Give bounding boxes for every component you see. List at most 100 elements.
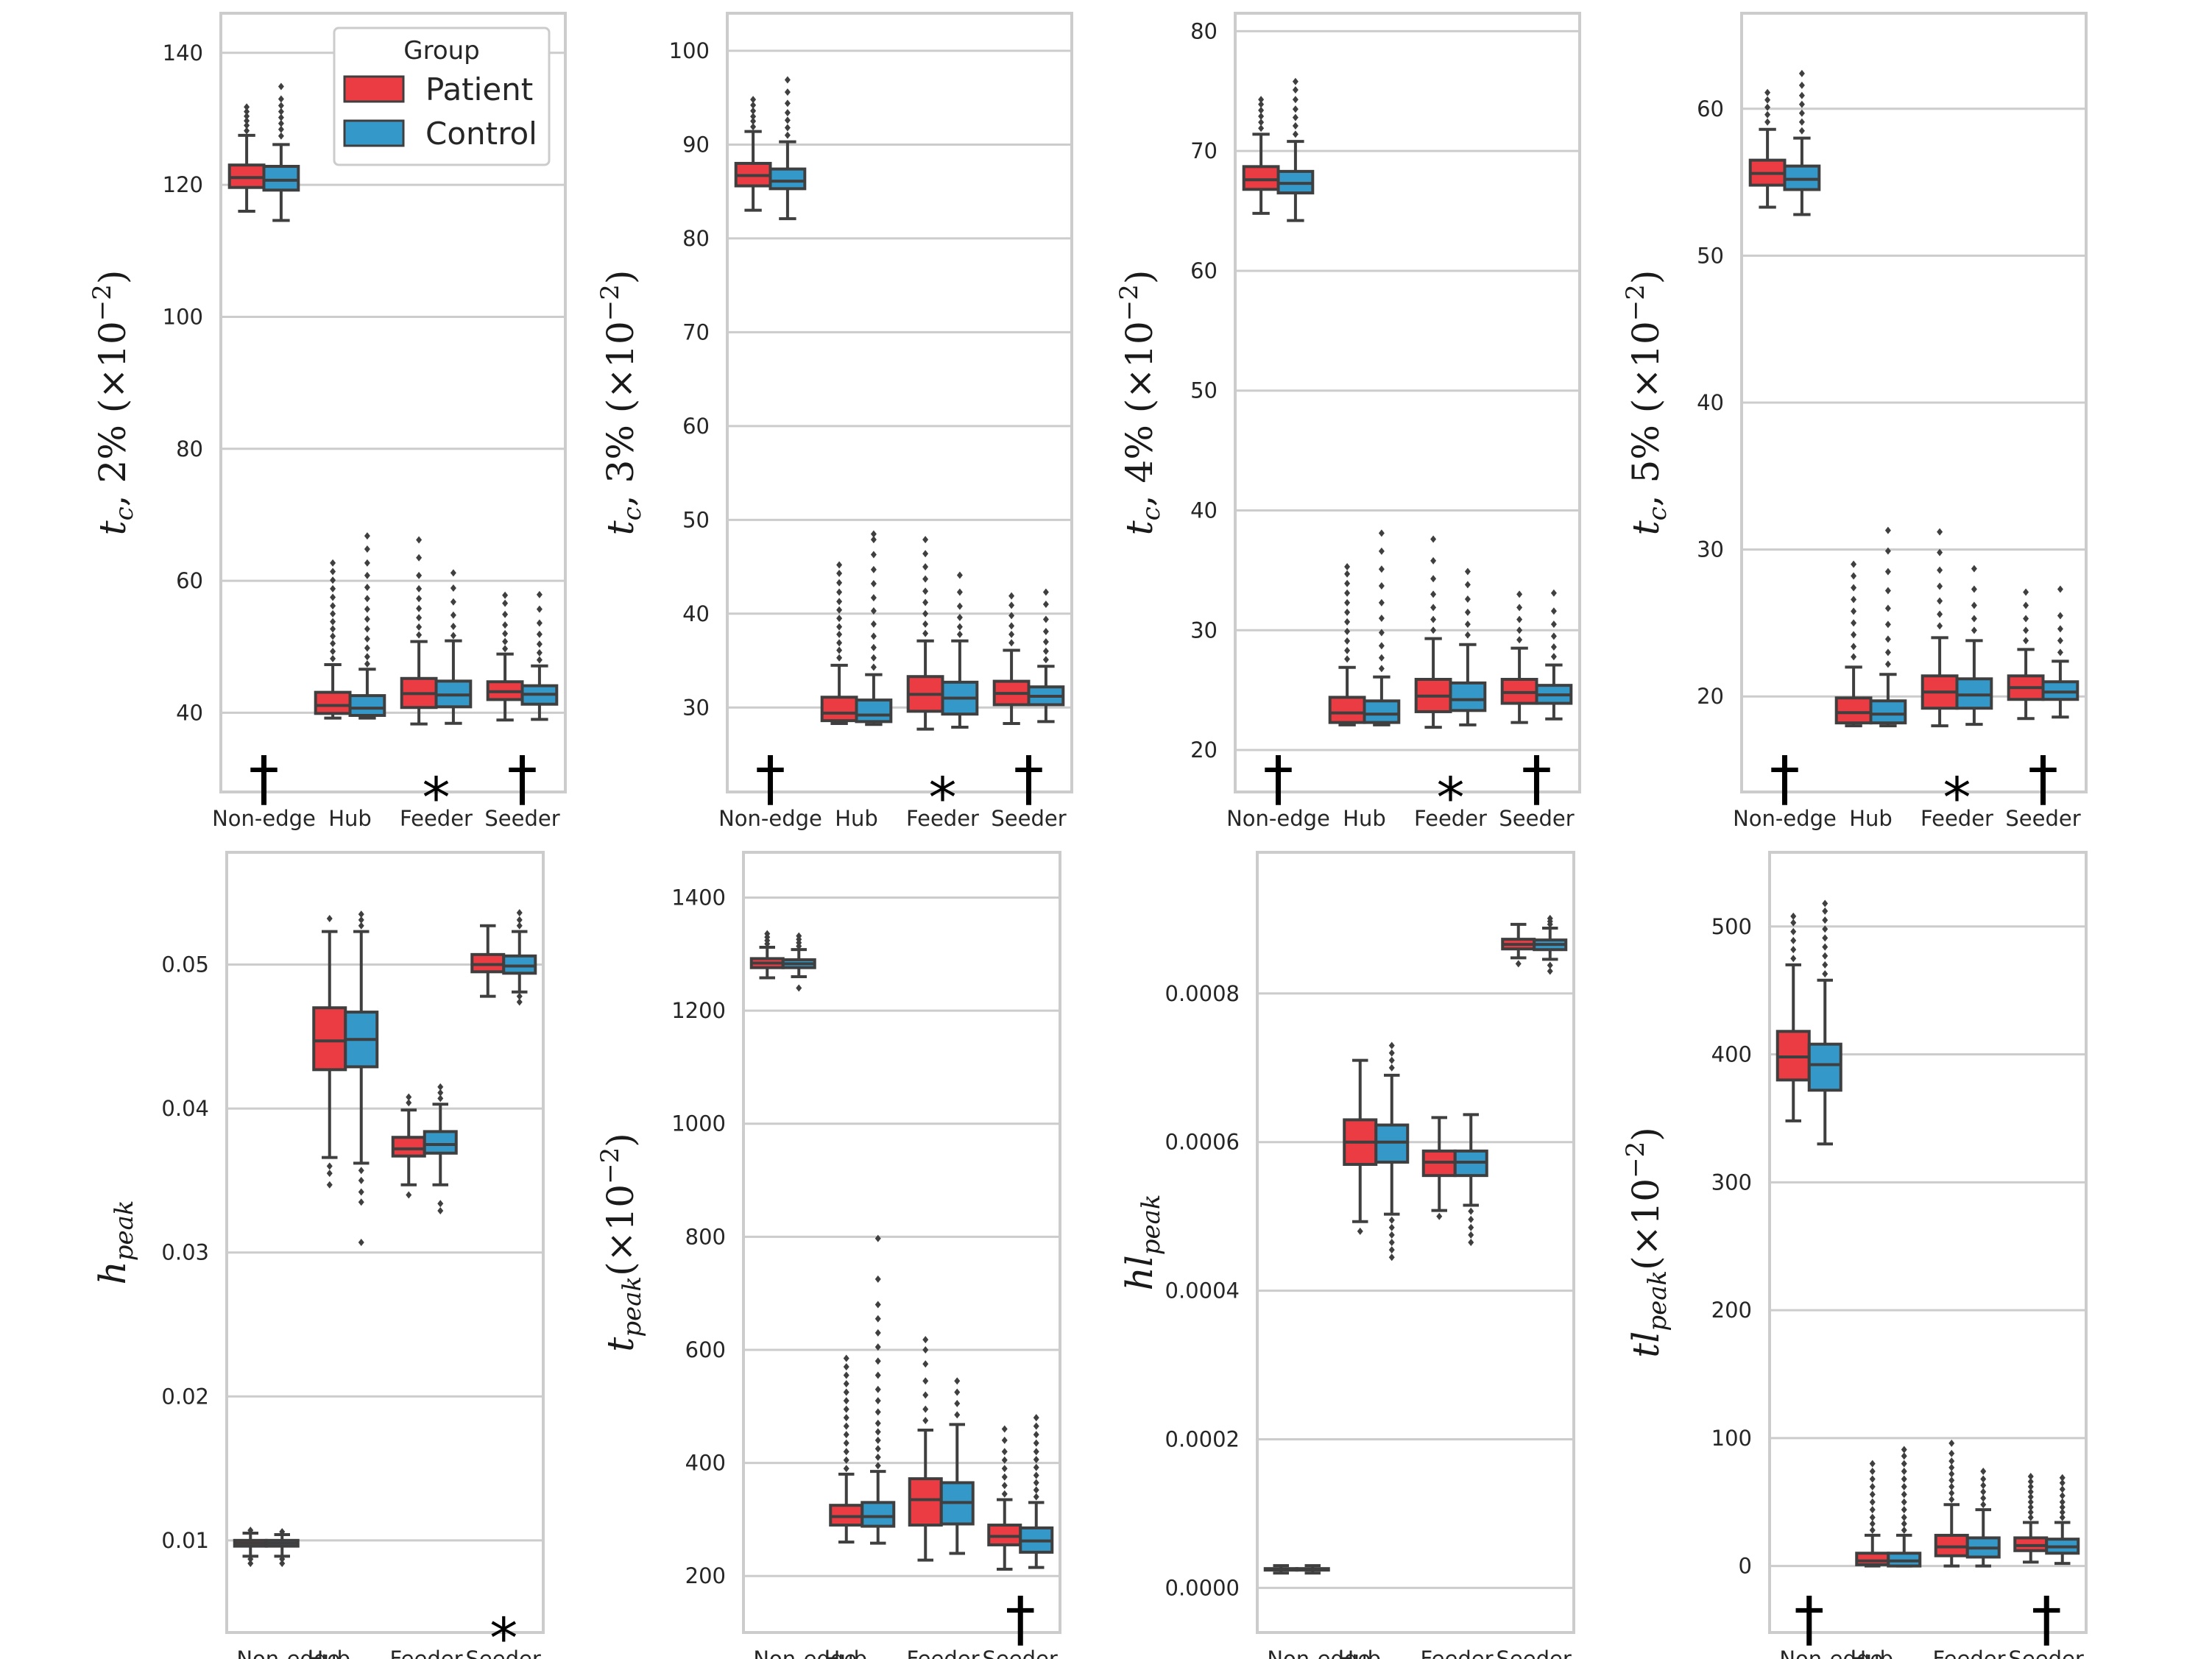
x-tick-label: Feeder: [400, 806, 473, 831]
x-tick-label: Feeder: [1921, 806, 1993, 831]
outlier-point: [1550, 632, 1557, 640]
outlier-point: [922, 1377, 929, 1385]
outlier-point: [1937, 548, 1943, 556]
outlier-point: [450, 569, 456, 577]
outlier-point: [1378, 614, 1385, 622]
outlier-point: [364, 595, 370, 603]
y-tick-label: 90: [682, 132, 710, 157]
outlier-point: [870, 536, 877, 544]
outlier-point: [836, 606, 843, 614]
outlier-point: [874, 1357, 881, 1365]
outlier-point: [364, 584, 370, 592]
y-tick-label: 20: [1697, 684, 1724, 709]
y-tick-label: 30: [1190, 618, 1218, 643]
outlier-point: [437, 1083, 444, 1091]
outlier-point: [502, 610, 509, 618]
outlier-point: [1901, 1460, 1907, 1468]
outlier-point: [1790, 912, 1797, 920]
outlier-point: [1790, 919, 1797, 927]
y-tick-label: 70: [682, 319, 710, 344]
outlier-point: [922, 1416, 929, 1424]
outlier-point: [2027, 1482, 2034, 1490]
outlier-point: [750, 107, 757, 115]
box-patient-feeder: [1921, 528, 1959, 728]
outlier-point: [330, 654, 336, 662]
outlier-point: [278, 119, 284, 127]
outlier-point: [450, 622, 456, 630]
box-patient-hub: [1328, 562, 1366, 726]
outlier-point: [2023, 588, 2029, 596]
box-control-seeder: [520, 590, 559, 721]
outlier-point: [1357, 1227, 1363, 1235]
outlier-point: [1980, 1475, 1987, 1483]
outlier-point: [1948, 1439, 1955, 1447]
outlier-point: [874, 1408, 881, 1416]
outlier-point: [843, 1371, 849, 1379]
outlier-point: [2027, 1488, 2034, 1496]
outlier-point: [330, 640, 336, 648]
y-tick-label: 0.0000: [1165, 1575, 1240, 1600]
outlier-point: [922, 563, 929, 571]
outlier-point: [330, 602, 336, 610]
outlier-point: [874, 1315, 881, 1323]
outlier-point: [1798, 127, 1805, 135]
outlier-point: [874, 1371, 881, 1379]
outlier-point: [1884, 567, 1891, 576]
outlier-point: [1001, 1465, 1008, 1473]
outlier-point: [843, 1414, 849, 1422]
outlier-point: [330, 625, 336, 633]
outlier-point: [1971, 626, 1977, 634]
outlier-point: [784, 99, 791, 107]
outlier-point: [1468, 1239, 1474, 1246]
outlier-point: [1516, 590, 1523, 598]
outlier-point: [1901, 1526, 1907, 1534]
outlier-point: [2057, 648, 2063, 657]
legend-swatch-patient: [343, 75, 405, 103]
iqr-box: [768, 167, 807, 191]
outlier-point: [1937, 597, 1943, 605]
outlier-point: [1468, 1223, 1474, 1231]
outlier-point: [364, 545, 370, 553]
significance-dagger: †: [1006, 1585, 1036, 1655]
outlier-point: [956, 571, 963, 579]
chart-panel-2: 30 40 50 60 70 80 90 100 Non-edge Hub Feeder Seeder…: [596, 12, 1073, 831]
y-tick-label: 60: [1697, 96, 1724, 121]
box-patient-feeder: [400, 536, 438, 726]
outlier-point: [1884, 547, 1891, 555]
outlier-point: [1948, 1496, 1955, 1504]
iqr-box: [861, 1501, 896, 1528]
outlier-point: [2023, 637, 2029, 645]
outlier-point: [326, 1181, 333, 1189]
outlier-point: [836, 588, 843, 596]
outlier-point: [1033, 1448, 1039, 1456]
significance-dagger: †: [249, 744, 279, 814]
box-control-feeder: [1955, 565, 1993, 726]
box-control-feeder: [1453, 1113, 1488, 1246]
outlier-point: [1851, 572, 1857, 580]
outlier-point: [1822, 961, 1828, 969]
outlier-point: [1764, 88, 1771, 96]
plot-area: [1234, 12, 1581, 793]
box-control-hub: [861, 1234, 896, 1545]
x-tick-label: Feeder: [1421, 1646, 1494, 1659]
outlier-point: [502, 645, 509, 653]
outlier-point: [1798, 69, 1805, 77]
iqr-box: [423, 1130, 458, 1155]
outlier-point: [279, 1528, 286, 1536]
outlier-point: [364, 644, 370, 652]
y-axis-label: tc, 4% (×10−2): [1114, 270, 1166, 536]
outlier-point: [922, 629, 929, 637]
box-patient-feeder: [906, 536, 944, 731]
outlier-point: [2027, 1477, 2034, 1485]
outlier-point: [1464, 631, 1471, 639]
outlier-point: [836, 630, 843, 638]
outlier-point: [1292, 122, 1298, 130]
outlier-point: [2059, 1503, 2066, 1511]
outlier-point: [1851, 595, 1857, 604]
box-control-non-edge: [1276, 77, 1315, 222]
y-tick-label: 1000: [671, 1111, 726, 1136]
x-tick-label: Hub: [1849, 806, 1893, 831]
outlier-point: [1980, 1488, 1987, 1496]
